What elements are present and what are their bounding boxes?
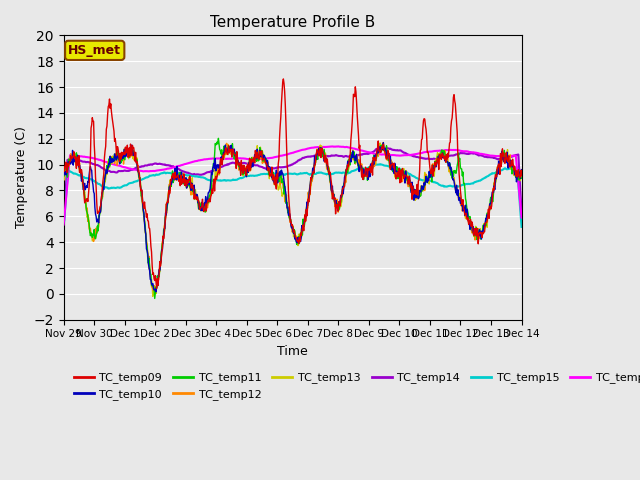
- Y-axis label: Temperature (C): Temperature (C): [15, 127, 28, 228]
- TC_temp14: [384, 145, 392, 151]
- TC_temp15: [348, 168, 355, 174]
- TC_temp12: [380, 140, 387, 145]
- TC_temp13: [362, 168, 369, 173]
- TC_temp11: [60, 170, 67, 176]
- TC_temp14: [518, 210, 525, 216]
- TC_temp09: [115, 155, 123, 160]
- TC_temp14: [60, 224, 67, 230]
- TC_temp11: [163, 209, 170, 215]
- TC_temp11: [214, 135, 222, 141]
- TC_temp12: [115, 154, 123, 160]
- TC_temp12: [518, 171, 525, 177]
- Line: TC_temp14: TC_temp14: [63, 148, 522, 227]
- TC_temp13: [115, 156, 123, 162]
- TC_temp15: [115, 185, 123, 191]
- TC_temp15: [60, 225, 67, 230]
- TC_temp09: [349, 109, 356, 115]
- TC_temp13: [379, 140, 387, 146]
- TC_temp12: [151, 288, 159, 293]
- TC_temp10: [68, 160, 76, 166]
- TC_temp15: [68, 169, 76, 175]
- TC_temp10: [380, 140, 387, 145]
- TC_temp09: [362, 167, 370, 173]
- TC_temp15: [518, 224, 525, 230]
- TC_temp09: [280, 76, 287, 82]
- TC_temp11: [362, 171, 370, 177]
- Legend: TC_temp09, TC_temp10, TC_temp11, TC_temp12, TC_temp13, TC_temp14, TC_temp15, TC_: TC_temp09, TC_temp10, TC_temp11, TC_temp…: [69, 368, 640, 404]
- TC_temp11: [115, 151, 123, 157]
- TC_temp11: [186, 185, 194, 191]
- TC_temp10: [60, 172, 67, 178]
- TC_temp15: [376, 161, 384, 167]
- TC_temp13: [348, 153, 356, 159]
- TC_temp12: [163, 209, 170, 215]
- TC_temp15: [162, 170, 170, 176]
- TC_temp09: [518, 173, 525, 179]
- Line: TC_temp10: TC_temp10: [63, 143, 522, 292]
- TC_temp10: [115, 156, 123, 161]
- TC_temp09: [68, 156, 76, 162]
- Line: TC_temp13: TC_temp13: [63, 143, 522, 296]
- TC_temp15: [186, 173, 193, 179]
- TC_temp12: [348, 150, 356, 156]
- TC_temp16: [162, 167, 170, 172]
- Line: TC_temp09: TC_temp09: [63, 79, 522, 288]
- Line: TC_temp12: TC_temp12: [63, 143, 522, 290]
- TC_temp12: [362, 170, 369, 176]
- TC_temp13: [60, 173, 67, 179]
- TC_temp11: [151, 296, 159, 301]
- Line: TC_temp11: TC_temp11: [63, 138, 522, 299]
- TC_temp10: [362, 167, 369, 172]
- TC_temp09: [153, 286, 161, 291]
- TC_temp16: [115, 163, 123, 168]
- TC_temp10: [518, 167, 525, 173]
- TC_temp13: [518, 167, 525, 173]
- TC_temp16: [68, 153, 76, 158]
- TC_temp11: [68, 154, 76, 160]
- Text: HS_met: HS_met: [68, 44, 121, 57]
- TC_temp14: [162, 162, 170, 168]
- TC_temp11: [349, 154, 356, 159]
- TC_temp10: [186, 183, 194, 189]
- TC_temp09: [163, 202, 170, 207]
- TC_temp13: [163, 201, 170, 207]
- TC_temp16: [362, 149, 369, 155]
- TC_temp14: [115, 168, 123, 174]
- TC_temp10: [152, 289, 160, 295]
- TC_temp16: [186, 160, 193, 166]
- TC_temp15: [361, 166, 369, 171]
- TC_temp13: [149, 293, 157, 299]
- TC_temp10: [348, 155, 356, 160]
- TC_temp14: [186, 170, 193, 176]
- TC_temp14: [361, 151, 369, 157]
- Title: Temperature Profile B: Temperature Profile B: [210, 15, 375, 30]
- TC_temp16: [348, 145, 356, 151]
- TC_temp14: [68, 156, 76, 162]
- TC_temp09: [60, 164, 67, 169]
- TC_temp16: [60, 222, 67, 228]
- TC_temp10: [163, 212, 170, 218]
- TC_temp12: [186, 188, 194, 193]
- TC_temp09: [186, 177, 194, 183]
- Line: TC_temp16: TC_temp16: [63, 146, 522, 225]
- TC_temp16: [334, 144, 342, 149]
- TC_temp13: [186, 185, 194, 191]
- Line: TC_temp15: TC_temp15: [63, 164, 522, 228]
- TC_temp11: [518, 176, 525, 181]
- TC_temp12: [68, 159, 76, 165]
- X-axis label: Time: Time: [277, 345, 308, 358]
- TC_temp16: [518, 215, 525, 220]
- TC_temp14: [348, 154, 355, 159]
- TC_temp13: [68, 151, 76, 157]
- TC_temp12: [60, 174, 67, 180]
